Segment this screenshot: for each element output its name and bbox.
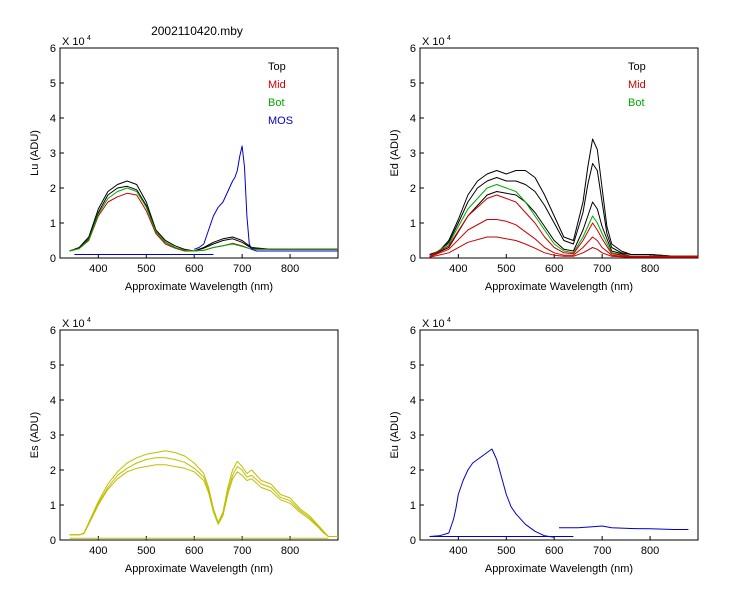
series-line-top-1: [429, 163, 698, 257]
series-line-top-2: [429, 191, 698, 257]
y-axis-label: Eu (ADU): [389, 411, 401, 458]
x-axis-label: Approximate Wavelength (nm): [485, 563, 633, 575]
y-exponent-label: 4: [87, 317, 91, 324]
y-tick-label: 4: [50, 113, 56, 125]
y-tick-label: 4: [410, 395, 416, 407]
y-tick-label: 4: [410, 113, 416, 125]
legend-label-bot: Bot: [628, 97, 645, 109]
y-tick-label: 6: [410, 43, 416, 55]
x-tick-label: 600: [185, 545, 203, 557]
series-line-es-2: [69, 457, 338, 537]
y-tick-label: 3: [410, 430, 416, 442]
x-tick-label: 500: [497, 545, 515, 557]
y-tick-label: 2: [410, 183, 416, 195]
y-multiplier-label: X 10: [422, 318, 445, 330]
y-multiplier-label: X 10: [62, 318, 85, 330]
figure-title: 2002110420.mby: [151, 24, 243, 38]
y-exponent-label: 4: [87, 35, 91, 42]
y-tick-label: 5: [50, 360, 56, 372]
y-tick-label: 4: [50, 395, 56, 407]
x-tick-label: 800: [641, 545, 659, 557]
legend-label-bot: Bot: [268, 97, 285, 109]
x-tick-label: 700: [233, 263, 251, 275]
plot-frame: [419, 329, 699, 541]
y-tick-label: 3: [410, 148, 416, 160]
y-tick-label: 0: [410, 253, 416, 265]
x-axis-label: Approximate Wavelength (nm): [485, 281, 633, 293]
x-axis-label: Approximate Wavelength (nm): [125, 563, 273, 575]
x-tick-label: 500: [137, 263, 155, 275]
series-line-es-1: [69, 464, 338, 537]
y-tick-label: 5: [50, 78, 56, 90]
legend-label-top: Top: [628, 61, 646, 73]
series-line-mid-5: [429, 219, 698, 258]
x-axis-label: Approximate Wavelength (nm): [125, 281, 273, 293]
x-tick-label: 400: [89, 545, 107, 557]
y-tick-label: 3: [50, 430, 56, 442]
legend-label-mos: MOS: [268, 115, 293, 127]
series-line-bot-3: [69, 187, 338, 252]
y-axis-label: Lu (ADU): [29, 130, 41, 176]
plot-frame: [59, 47, 339, 259]
series-line-top-0: [69, 180, 338, 252]
x-tick-label: 400: [449, 545, 467, 557]
x-tick-label: 800: [281, 545, 299, 557]
y-tick-label: 0: [410, 535, 416, 547]
y-tick-label: 6: [50, 43, 56, 55]
y-tick-label: 1: [50, 500, 56, 512]
y-tick-label: 0: [50, 535, 56, 547]
y-multiplier-label: X 10: [422, 36, 445, 48]
y-tick-label: 2: [50, 465, 56, 477]
y-exponent-label: 4: [447, 35, 451, 42]
x-tick-label: 500: [497, 263, 515, 275]
series-line-es-0: [69, 450, 338, 537]
x-tick-label: 600: [545, 545, 563, 557]
y-tick-label: 5: [410, 360, 416, 372]
x-tick-label: 800: [641, 263, 659, 275]
y-exponent-label: 4: [447, 317, 451, 324]
y-tick-label: 0: [50, 253, 56, 265]
x-tick-label: 600: [185, 263, 203, 275]
legend-label-mid: Mid: [268, 79, 286, 91]
y-multiplier-label: X 10: [62, 36, 85, 48]
y-tick-label: 1: [410, 500, 416, 512]
series-line-eu-2: [559, 525, 689, 530]
x-tick-label: 400: [89, 263, 107, 275]
series-line-bot-3: [429, 184, 698, 257]
series-line-mos-4: [194, 145, 338, 252]
series-line-top-0: [429, 138, 698, 257]
x-tick-label: 700: [593, 545, 611, 557]
series-line-mid-2: [69, 192, 338, 252]
legend-label-top: Top: [268, 61, 286, 73]
y-axis-label: Es (ADU): [29, 412, 41, 458]
y-axis-label: Ed (ADU): [389, 129, 401, 176]
y-tick-label: 2: [50, 183, 56, 195]
series-line-mid-6: [429, 236, 698, 258]
y-tick-label: 3: [50, 148, 56, 160]
x-tick-label: 500: [137, 545, 155, 557]
y-tick-label: 1: [410, 218, 416, 230]
series-line-mid-4: [429, 194, 698, 257]
x-tick-label: 800: [281, 263, 299, 275]
y-tick-label: 6: [410, 325, 416, 337]
series-line-top-1: [69, 185, 338, 252]
series-line-eu-0: [429, 448, 555, 538]
x-tick-label: 400: [449, 263, 467, 275]
y-tick-label: 5: [410, 78, 416, 90]
x-tick-label: 700: [233, 545, 251, 557]
y-tick-label: 1: [50, 218, 56, 230]
x-tick-label: 700: [593, 263, 611, 275]
legend-label-mid: Mid: [628, 79, 646, 91]
y-tick-label: 2: [410, 465, 416, 477]
y-tick-label: 6: [50, 325, 56, 337]
x-tick-label: 600: [545, 263, 563, 275]
